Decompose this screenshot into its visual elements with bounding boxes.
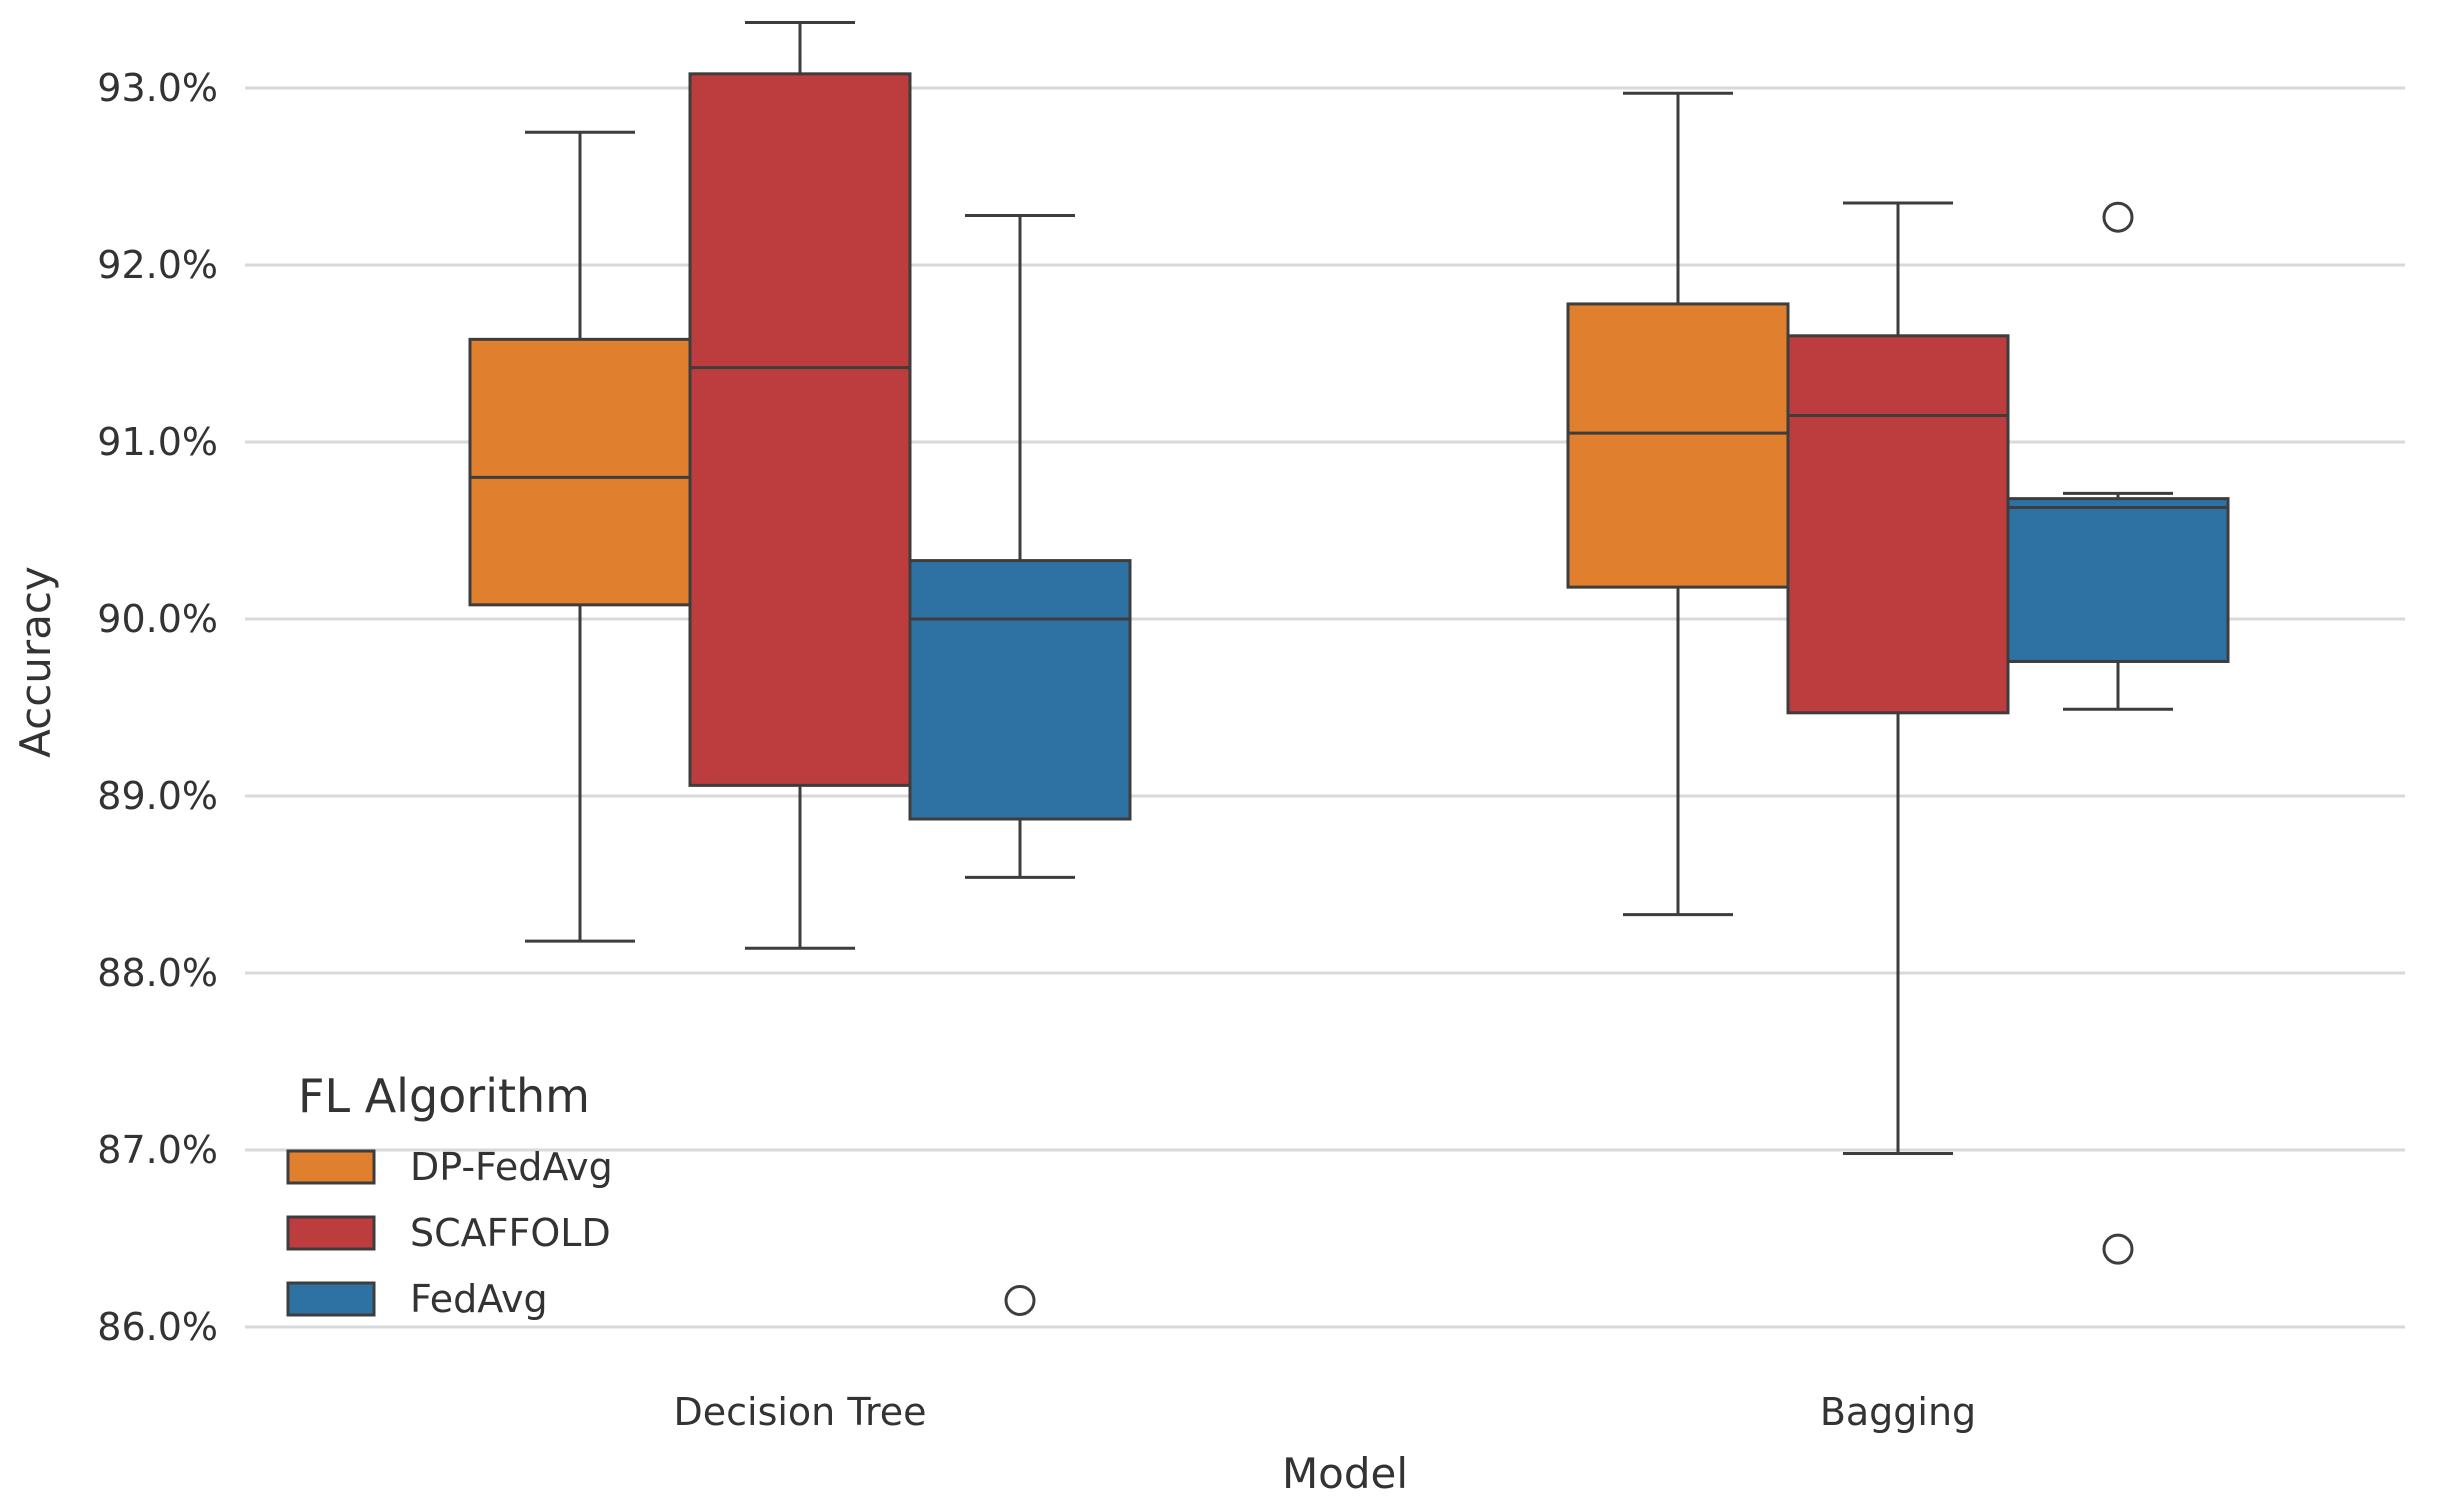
boxes [468,21,2230,1316]
box-iqr [908,559,1132,821]
legend: FL Algorithm DP-FedAvg SCAFFOLD FedAvg [286,1069,613,1321]
x-tick-label: Decision Tree [673,1390,926,1434]
y-tick-label: 91.0% [97,420,218,464]
y-tick-label: 86.0% [97,1305,218,1349]
box-iqr [688,72,912,787]
legend-entry: FedAvg [286,1277,548,1321]
y-tick-label: 87.0% [97,1128,218,1172]
y-tick-label: 93.0% [97,66,218,110]
legend-swatch [286,1149,376,1185]
box-group [908,213,1132,1316]
box-group [468,130,692,943]
legend-label: FedAvg [410,1277,548,1321]
outlier-point [2102,201,2134,233]
y-axis-ticks: 86.0% 87.0% 88.0% 89.0% 90.0% 91.0% 92.0% 93.0% [97,66,218,1349]
y-tick-label: 89.0% [97,774,218,818]
legend-entry: SCAFFOLD [286,1211,611,1255]
box-iqr [1566,302,1790,589]
box-group [688,21,912,950]
box-iqr [2006,497,2230,663]
legend-label: DP-FedAvg [410,1145,613,1189]
x-axis-title: Model [1282,1449,1408,1498]
legend-title: FL Algorithm [298,1069,590,1123]
y-tick-label: 92.0% [97,243,218,287]
box-group [1786,201,2010,1156]
y-axis-title: Accuracy [11,566,60,758]
legend-swatch [286,1215,376,1251]
outlier-point [2102,1233,2134,1265]
gridlines [245,86,2405,1329]
legend-entry: DP-FedAvg [286,1145,613,1189]
x-tick-label: Bagging [1820,1390,1976,1434]
legend-label: SCAFFOLD [410,1211,611,1255]
x-axis-ticks: Decision Tree Bagging [673,1390,1976,1434]
outlier-point [1004,1284,1036,1316]
legend-swatch [286,1281,376,1317]
y-tick-label: 90.0% [97,597,218,641]
box-iqr [1786,334,2010,715]
y-tick-label: 88.0% [97,951,218,995]
box-iqr [468,337,692,607]
box-group [2006,201,2230,1265]
box-group [1566,91,1790,917]
